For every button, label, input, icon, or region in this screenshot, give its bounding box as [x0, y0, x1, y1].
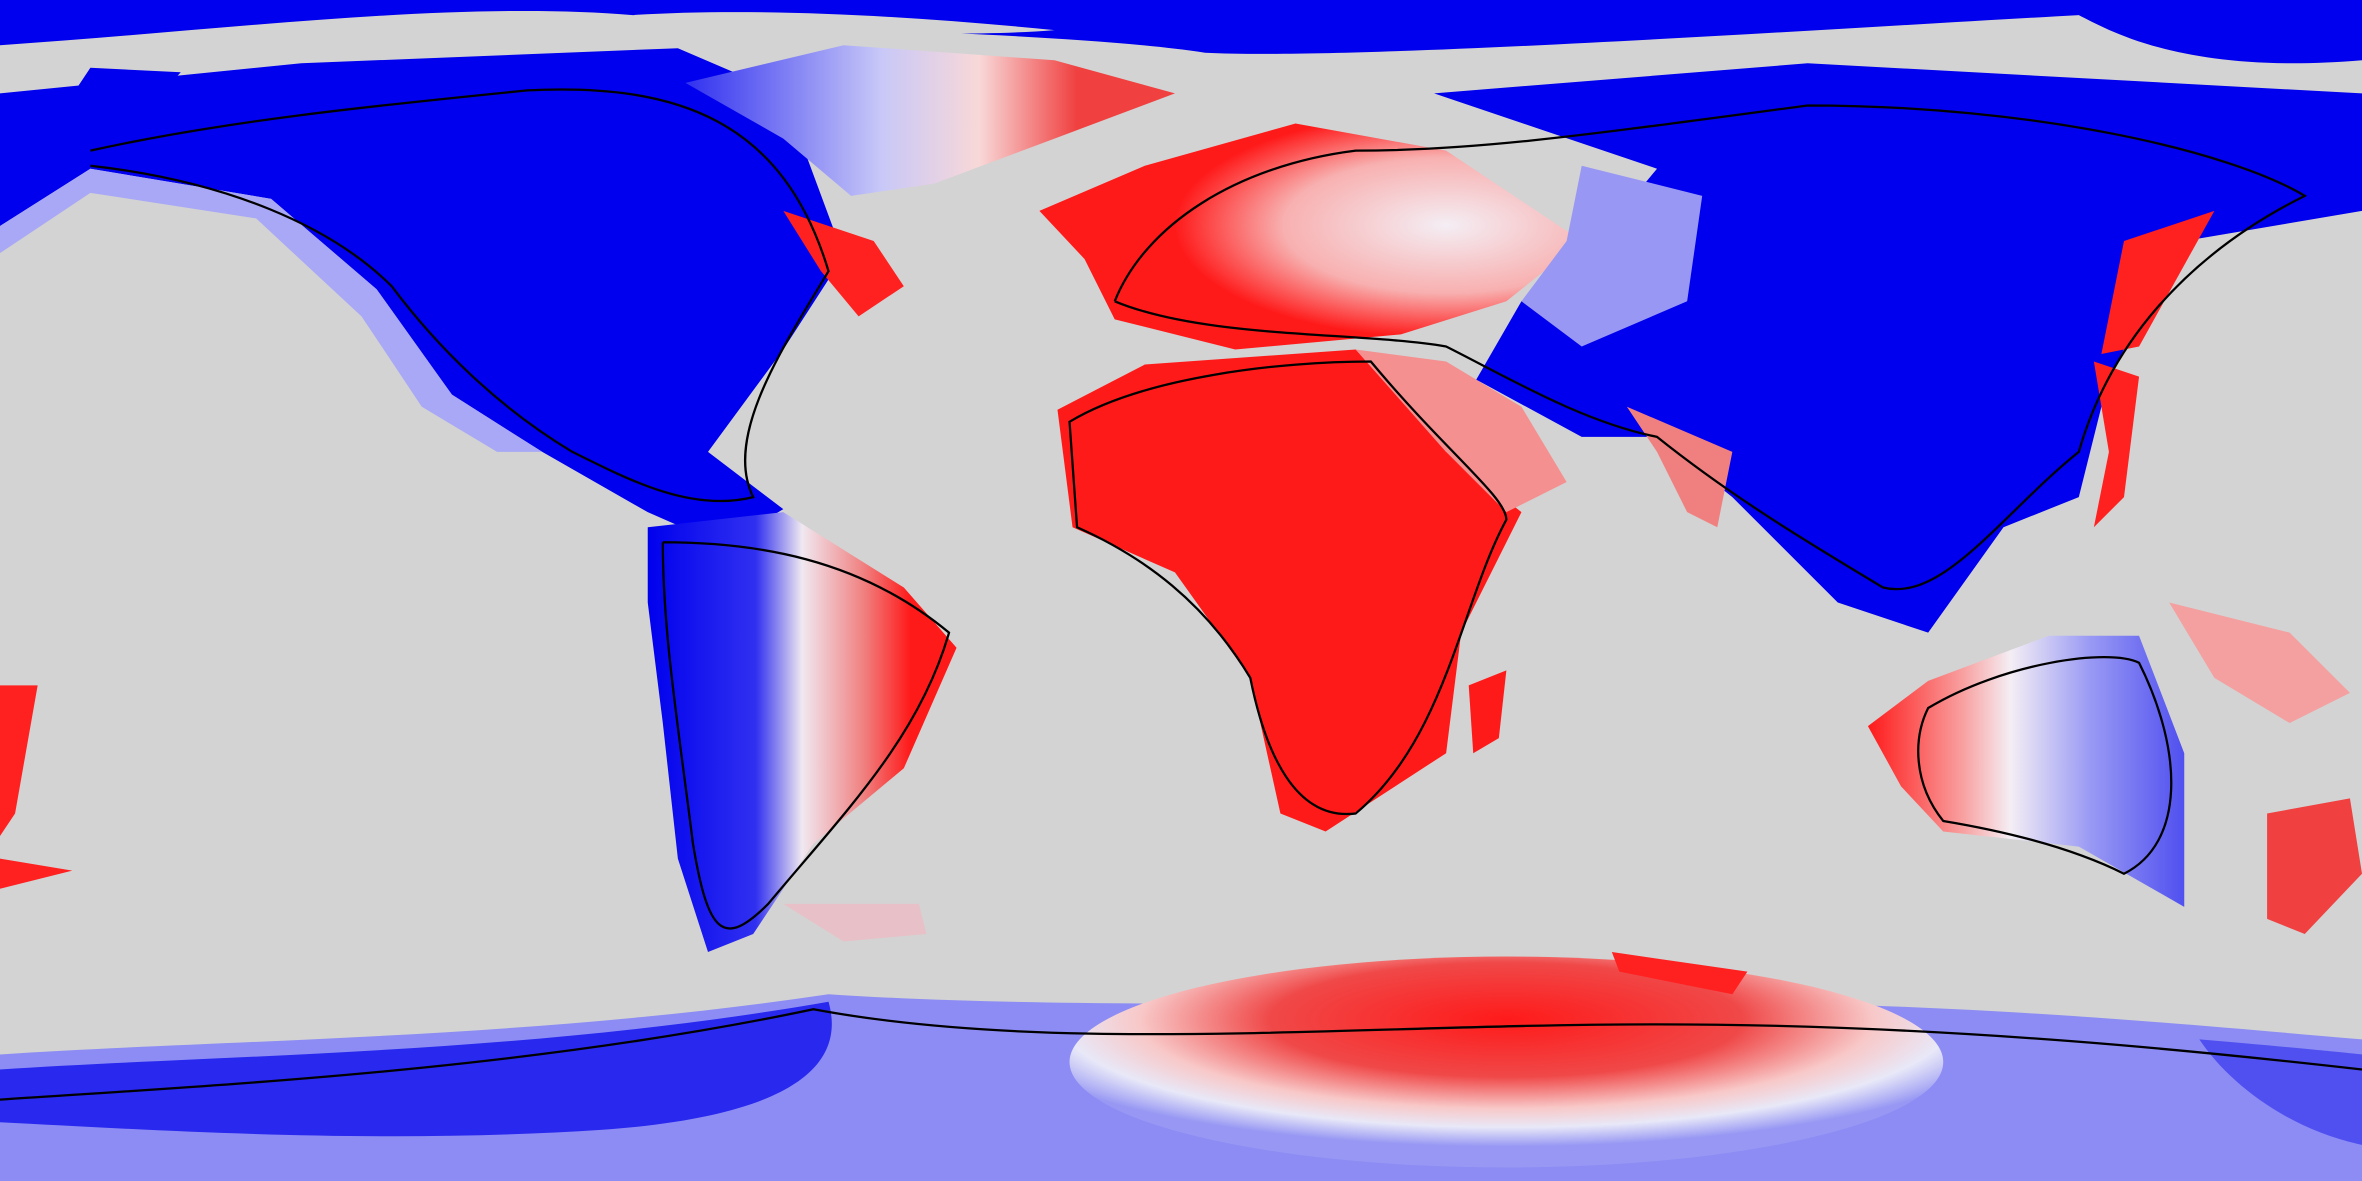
coast-australia — [1917, 656, 2173, 875]
south-america — [647, 512, 957, 953]
alaska-island — [75, 67, 181, 106]
europe — [1039, 123, 1582, 350]
pacific-islands — [2169, 602, 2350, 724]
pacific-arc — [2093, 361, 2140, 528]
west-edge-warm — [0, 685, 38, 837]
coast-antarctica — [0, 1008, 2362, 1101]
na-fringe — [0, 168, 543, 452]
sub-antarctic-warm — [1611, 952, 1748, 995]
asia-fringe — [1521, 165, 1703, 347]
arctic-band — [0, 0, 2362, 64]
newfoundland-warm — [783, 210, 904, 317]
new-zealand — [2267, 798, 2362, 934]
north-america — [0, 48, 844, 546]
sa-tail — [783, 903, 927, 942]
japan-arc — [2101, 210, 2215, 354]
coast-sa — [661, 541, 951, 930]
greenland — [685, 45, 1175, 196]
africa — [1057, 349, 1522, 832]
coast-na — [90, 88, 830, 503]
west-edge-warm-2 — [0, 858, 73, 889]
coast-africa — [1068, 360, 1508, 816]
arabia — [1355, 349, 1567, 513]
antarctic-warm — [1069, 956, 1944, 1168]
coastlines — [0, 88, 2362, 1101]
australia — [1867, 635, 2185, 907]
madagascar — [1468, 670, 1507, 754]
arctic-gap — [632, 12, 1055, 34]
coast-eurasia — [1113, 104, 2308, 591]
